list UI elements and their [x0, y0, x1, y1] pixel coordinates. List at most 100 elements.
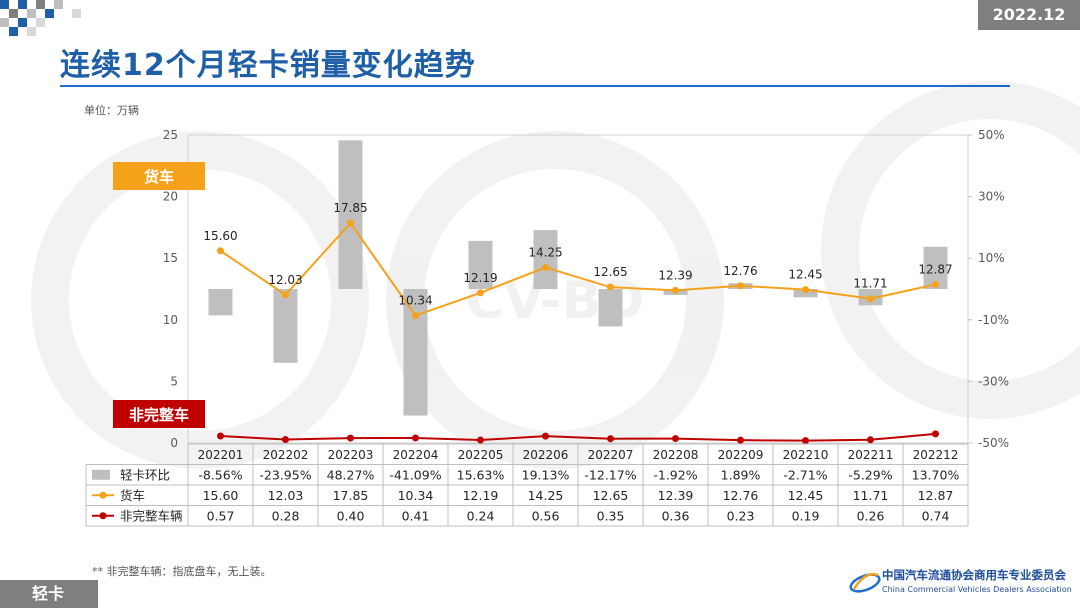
legend-label: 轻卡环比 [120, 467, 170, 482]
y-left-tick-label: 0 [170, 436, 178, 450]
chassis-tag [113, 400, 205, 428]
unit-label: 单位：万辆 [84, 104, 139, 117]
association-name-cn: 中国汽车流通协会商用车专业委员会 [882, 568, 1066, 582]
watermark-ring [821, 81, 1080, 419]
table-cell: 12.19 [463, 488, 499, 503]
table-cell: 12.76 [723, 488, 759, 503]
data-label: 12.76 [723, 264, 757, 278]
series-point [412, 312, 419, 320]
association-name-en: China Commercial Vehicles Dealers Associ… [882, 585, 1072, 594]
x-tick-label: 202204 [393, 448, 439, 462]
y-right-tick-label: 50% [978, 128, 1005, 142]
table-cell: 0.24 [467, 508, 495, 523]
table-cell: 12.65 [593, 488, 629, 503]
x-tick-label: 202207 [588, 448, 634, 462]
data-label: 10.34 [398, 294, 432, 308]
series-point [412, 434, 419, 442]
table-cell: 0.74 [922, 508, 950, 523]
table-cell: -12.17% [584, 467, 636, 482]
series-point [282, 436, 289, 444]
series-point [477, 289, 484, 297]
table-cell: 12.45 [788, 488, 824, 503]
table-cell: 12.39 [658, 488, 694, 503]
table-cell: 12.87 [918, 488, 954, 503]
truck-tag-label: 货车 [144, 168, 174, 186]
table-cell: -1.92% [653, 467, 697, 482]
y-right-tick-label: -30% [978, 374, 1009, 388]
mom-bar [338, 140, 363, 289]
table-cell: 0.36 [662, 508, 690, 523]
y-right-tick-label: -50% [978, 436, 1009, 450]
legend-label: 货车 [120, 488, 145, 503]
series-point [607, 283, 614, 291]
series-point [347, 434, 354, 442]
series-point [477, 436, 484, 444]
table-cell: 13.70% [912, 467, 960, 482]
series-point [737, 436, 744, 444]
data-label: 12.39 [658, 268, 692, 282]
table-cell: 0.26 [857, 508, 885, 523]
x-tick-label: 202208 [653, 448, 699, 462]
y-right-tick-label: 10% [978, 251, 1005, 265]
y-left-tick-label: 5 [170, 374, 178, 388]
data-label: 12.03 [268, 273, 302, 287]
data-label: 12.65 [593, 265, 627, 279]
x-tick-label: 202202 [263, 448, 309, 462]
series-point [932, 280, 939, 288]
x-tick-label: 202205 [458, 448, 504, 462]
series-point [672, 435, 679, 443]
data-label: 17.85 [333, 201, 367, 215]
series-point [347, 219, 354, 227]
table-cell: 19.13% [522, 467, 570, 482]
table-cell: 12.03 [268, 488, 304, 503]
table-cell: 11.71 [853, 488, 889, 503]
series-point [542, 263, 549, 271]
footnote: ** 非完整车辆：指底盘车，无上装。 [92, 565, 272, 578]
table-cell: 10.34 [398, 488, 434, 503]
data-label: 14.25 [528, 245, 562, 259]
association-logo: 中国汽车流通协会商用车专业委员会 China Commercial Vehicl… [848, 563, 1080, 603]
truck-tag [113, 162, 205, 190]
x-tick-label: 202212 [913, 448, 959, 462]
series-point [802, 437, 809, 445]
data-label: 15.60 [203, 229, 237, 243]
table-cell: -23.95% [259, 467, 311, 482]
table-cell: 0.23 [727, 508, 755, 523]
data-label: 12.45 [788, 268, 822, 282]
x-tick-label: 202209 [718, 448, 764, 462]
mom-bar [793, 289, 818, 298]
legend-label: 非完整车辆 [120, 508, 183, 523]
y-right-tick-label: 30% [978, 190, 1005, 204]
legend-point-swatch [99, 491, 107, 499]
mom-bar [273, 289, 298, 363]
series-point [867, 295, 874, 303]
x-tick-label: 202211 [848, 448, 894, 462]
series-line [220, 432, 936, 442]
data-label: 12.19 [463, 271, 497, 285]
x-tick-label: 202210 [783, 448, 829, 462]
series-point [802, 286, 809, 294]
y-left-tick-label: 25 [163, 128, 178, 142]
table-cell: 15.60 [203, 488, 239, 503]
table-cell: 48.27% [327, 467, 375, 482]
data-label: 11.71 [853, 277, 887, 291]
date-badge: 2022.12 [978, 0, 1080, 30]
table-cell: -5.29% [848, 467, 892, 482]
series-point [282, 291, 289, 299]
series-point [217, 247, 224, 255]
table-cell: 0.40 [337, 508, 365, 523]
table-cell: 15.63% [457, 467, 505, 482]
table-cell: 0.19 [792, 508, 820, 523]
table-cell: 17.85 [333, 488, 369, 503]
legend-point-swatch [99, 512, 107, 520]
x-tick-label: 202206 [523, 448, 569, 462]
table-cell: 0.28 [272, 508, 300, 523]
y-left-tick-label: 15 [163, 251, 178, 265]
page-title: 连续12个月轻卡销量变化趋势 [60, 48, 476, 83]
series-point [217, 432, 224, 440]
table-cell: 14.25 [528, 488, 564, 503]
table-cell: 0.57 [207, 508, 235, 523]
series-point [542, 432, 549, 440]
x-tick-label: 202203 [328, 448, 374, 462]
y-left-tick-label: 10 [163, 313, 178, 327]
